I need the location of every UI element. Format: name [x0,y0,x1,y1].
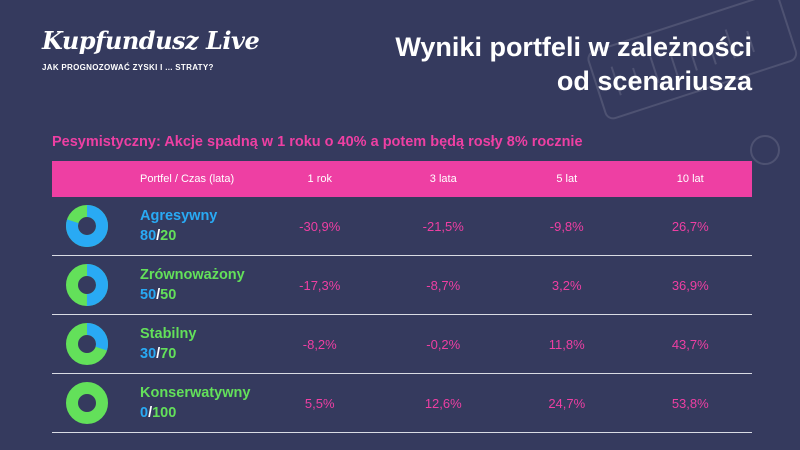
donut-cell [52,262,140,308]
allocation-separator: / [156,346,161,362]
allocation-bonds: 20 [160,228,177,244]
return-value: 3,2% [551,277,582,293]
page-title-line1: Wyniki portfeli w zależności [395,32,752,62]
page-title-line2: od scenariusza [556,66,752,96]
donut-cell [52,321,140,367]
portfolio-cell: Stabilny 30/70 [140,324,258,364]
table-row: Agresywny 80/20 -30,9% -21,5% -9,8% 26,7% [52,197,752,256]
return-value: -9,8% [549,218,584,234]
return-value: 5,5% [304,395,335,411]
portfolio-cell: Konserwatywny 0/100 [140,383,258,423]
brand-logo: Kupfundusz Live [42,26,260,55]
table-row: Konserwatywny 0/100 5,5% 12,6% 24,7% 53,8% [52,374,752,433]
allocation-separator: / [148,405,153,421]
portfolio-allocation: 30/70 [140,344,258,364]
allocation-donut [66,323,108,365]
table-row: Zrównoważony 50/50 -17,3% -8,7% 3,2% 36,9% [52,256,752,315]
return-value: 26,7% [671,218,709,234]
allocation-separator: / [156,287,161,303]
portfolio-cell: Agresywny 80/20 [140,206,258,246]
table-header: Portfel / Czas (lata) 1 rok 3 lata 5 lat… [52,161,752,197]
donut-bonds-slice [66,382,108,424]
donut-cell [52,203,140,249]
allocation-donut [66,205,108,247]
donut-stocks-slice [66,323,108,365]
thermometer-decoration [587,0,798,165]
return-value: -21,5% [422,218,464,234]
portfolio-cell: Zrównoważony 50/50 [140,265,258,305]
allocation-donut [66,382,108,424]
return-value: -30,9% [299,218,341,234]
return-value: -8,7% [426,277,461,293]
portfolio-allocation: 0/100 [140,403,258,423]
portfolio-allocation: 50/50 [140,285,258,305]
portfolio-name: Konserwatywny [140,385,251,401]
portfolio-name: Agresywny [140,208,218,224]
allocation-donut [66,264,108,306]
table-body: Agresywny 80/20 -30,9% -21,5% -9,8% 26,7% Zrów… [52,197,752,433]
scenario-heading: Pesymistyczny: Akcje spadną w 1 roku o 4… [52,134,583,150]
header-3y: 3 lata [429,173,457,185]
return-value: 43,7% [671,336,709,352]
page-title: Wyniki portfeli w zależności od scenariu… [272,30,752,98]
table-row: Stabilny 30/70 -8,2% -0,2% 11,8% 43,7% [52,315,752,374]
allocation-stocks: 0 [140,405,149,421]
brand: Kupfundusz Live JAK PROGNOZOWAĆ ZYSKI I … [42,26,260,72]
brand-tagline: JAK PROGNOZOWAĆ ZYSKI I ... STRATY? [42,63,214,72]
donut-stocks-slice [66,264,108,306]
allocation-bonds: 50 [160,287,177,303]
allocation-stocks: 30 [140,346,157,362]
results-table: Portfel / Czas (lata) 1 rok 3 lata 5 lat… [52,161,752,433]
return-value: 53,8% [671,395,709,411]
allocation-stocks: 80 [140,228,157,244]
header-1y: 1 rok [307,173,332,185]
donut-stocks-slice [66,205,108,247]
allocation-bonds: 70 [160,346,177,362]
donut-cell [52,380,140,426]
return-value: 36,9% [671,277,709,293]
portfolio-name: Stabilny [140,326,197,342]
return-value: 24,7% [548,395,586,411]
return-value: -0,2% [426,336,461,352]
allocation-bonds: 100 [152,405,177,421]
allocation-separator: / [156,228,161,244]
return-value: 11,8% [548,336,585,352]
return-value: 12,6% [424,395,462,411]
return-value: -8,2% [302,336,337,352]
return-value: -17,3% [299,277,341,293]
portfolio-name: Zrównoważony [140,267,245,283]
header-portfolio: Portfel / Czas (lata) [140,173,235,185]
allocation-stocks: 50 [140,287,157,303]
header-10y: 10 lat [676,173,704,185]
header-5y: 5 lat [556,173,578,185]
portfolio-allocation: 80/20 [140,226,258,246]
